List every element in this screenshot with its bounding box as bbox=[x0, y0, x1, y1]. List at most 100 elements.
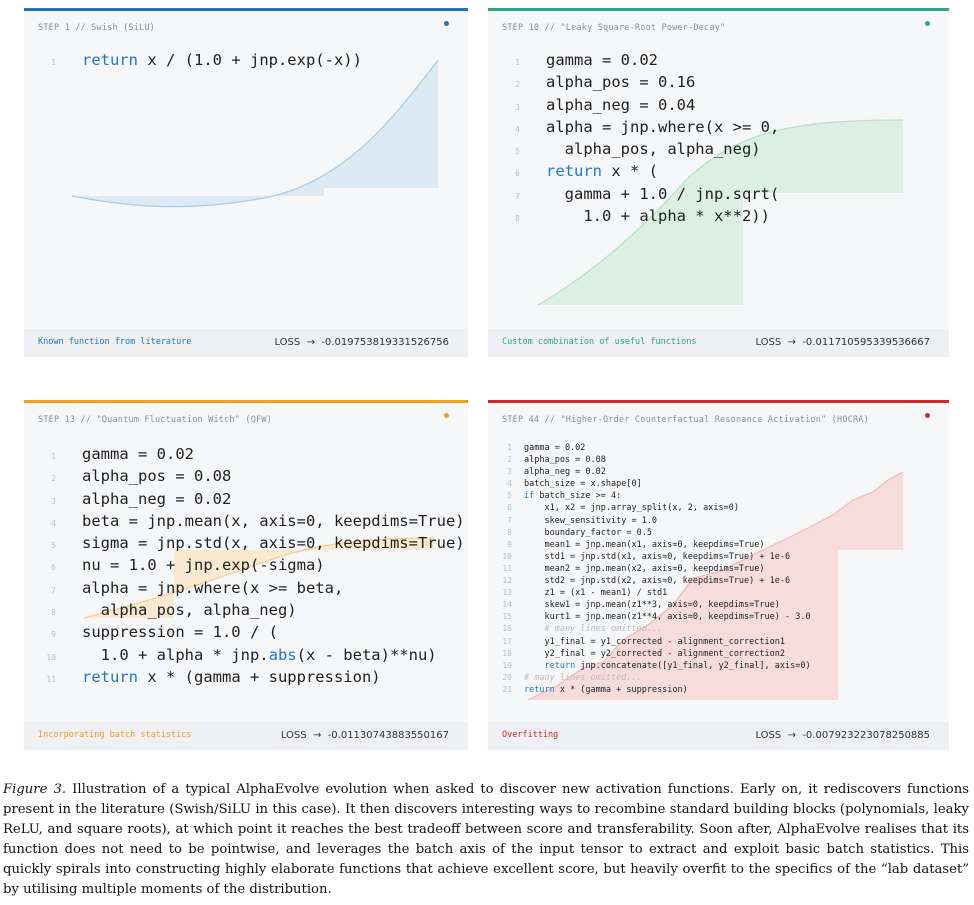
code-line: 17 y1_final = y1_corrected - alignment_c… bbox=[502, 636, 811, 648]
code-token: alpha_neg = 0.04 bbox=[546, 95, 696, 114]
status-dot bbox=[925, 21, 930, 26]
code-line: 10 std1 = jnp.std(x1, axis=0, keepdims=T… bbox=[502, 551, 811, 563]
code-keyword: if bbox=[524, 491, 535, 502]
code-text: z1 = (x1 - mean1) / std1 bbox=[524, 587, 667, 599]
code-text: alpha = jnp.where(x >= 0, bbox=[546, 116, 779, 138]
line-number: 12 bbox=[502, 576, 512, 586]
code-token: y1_final = y1_corrected - alignment_corr… bbox=[524, 636, 785, 647]
code-line: 4 batch_size = x.shape[0] bbox=[502, 478, 811, 490]
step-label: STEP 13 // "Quantum Fluctuation Witch" (… bbox=[38, 415, 272, 425]
panel-step-13: STEP 13 // "Quantum Fluctuation Witch" (… bbox=[24, 400, 468, 750]
line-number: 17 bbox=[502, 636, 512, 646]
line-number: 7 bbox=[507, 515, 512, 525]
panel-footer bbox=[488, 722, 949, 750]
panel-footer bbox=[488, 329, 949, 357]
code-keyword: return bbox=[544, 660, 576, 671]
code-line: 12 std2 = jnp.std(x2, axis=0, keepdims=T… bbox=[502, 575, 811, 587]
line-number: 3 bbox=[515, 102, 520, 112]
line-number: 9 bbox=[51, 630, 56, 640]
code-token: x1, x2 = jnp.array_split(x, 2, axis=0) bbox=[524, 503, 739, 514]
line-number: 2 bbox=[51, 474, 56, 484]
line-number: 2 bbox=[507, 455, 512, 465]
code-token: boundary_factor = 0.5 bbox=[524, 527, 652, 538]
plot-fill bbox=[72, 60, 438, 207]
code-line: 2 alpha_pos = 0.08 bbox=[502, 454, 811, 466]
plot-line bbox=[83, 537, 435, 619]
code-token: nu = 1.0 + jnp.exp(-sigma) bbox=[82, 556, 325, 575]
code-text: kurt1 = jnp.mean(z1**4, axis=0, keepdims… bbox=[524, 611, 810, 623]
code-text: skew1 = jnp.mean(z1**3, axis=0, keepdims… bbox=[524, 599, 779, 611]
line-number: 8 bbox=[507, 527, 512, 537]
line-number: 1 bbox=[507, 443, 512, 452]
code-keyword: return bbox=[82, 667, 138, 686]
code-text: return x * (gamma + suppression) bbox=[82, 666, 381, 688]
line-number: 13 bbox=[502, 588, 512, 598]
line-number: 1 bbox=[51, 58, 56, 67]
panel-footer bbox=[24, 722, 468, 750]
activation-plot bbox=[83, 537, 435, 619]
status-dot bbox=[444, 21, 449, 26]
panel-tag: Known function from literature bbox=[38, 337, 192, 347]
code-token: 1.0 + alpha * jnp. bbox=[82, 645, 269, 664]
code-line: 2 alpha_pos = 0.16 bbox=[504, 71, 779, 93]
code-token: alpha = jnp.where(x >= 0, bbox=[546, 117, 780, 136]
code-line: 3 alpha_neg = 0.04 bbox=[504, 94, 779, 116]
panel-tag: Custom combination of useful functions bbox=[502, 337, 697, 347]
code-token: mean2 = jnp.mean(x2, axis=0, keepdims=Tr… bbox=[524, 563, 765, 574]
code-block: 1 gamma = 0.02 2 alpha_pos = 0.08 3 alpha_neg… bbox=[502, 442, 811, 696]
code-token: std2 = jnp.std(x2, axis=0, keepdims=True… bbox=[524, 576, 791, 587]
step-label: STEP 44 // "Higher-Order Counterfactual … bbox=[502, 415, 869, 425]
panel-step-1: STEP 1 // Swish (SiLU) 1 return x / (1.0 … bbox=[24, 8, 468, 357]
code-line: 1 gamma = 0.02 bbox=[504, 49, 779, 71]
code-token: beta = jnp.mean(x, axis=0, keepdims=True… bbox=[82, 511, 465, 530]
code-token: batch_size = x.shape[0] bbox=[524, 479, 642, 490]
code-token bbox=[524, 661, 544, 671]
code-text: 1.0 + alpha * x**2)) bbox=[546, 205, 770, 227]
line-number: 8 bbox=[51, 608, 56, 618]
code-line: 4 beta = jnp.mean(x, axis=0, keepdims=Tru… bbox=[40, 510, 465, 532]
panel-accent-bar bbox=[24, 8, 468, 11]
code-token: mean1 = jnp.mean(x1, axis=0, keepdims=Tr… bbox=[524, 539, 765, 550]
plot-line bbox=[71, 59, 439, 208]
code-token: alpha_pos = 0.16 bbox=[546, 73, 696, 92]
line-number: 4 bbox=[507, 479, 512, 489]
line-number: 15 bbox=[502, 612, 512, 622]
code-text: # many lines omitted... bbox=[524, 623, 662, 635]
code-comment: # many lines omitted... bbox=[524, 672, 642, 683]
code-text: y2_final = y2_corrected - alignment_corr… bbox=[524, 648, 785, 660]
code-text: alpha_neg = 0.04 bbox=[546, 94, 695, 116]
code-text: # many lines omitted... bbox=[524, 672, 642, 684]
code-text: gamma + 1.0 / jnp.sqrt( bbox=[546, 183, 780, 205]
code-keyword: abs bbox=[268, 645, 297, 664]
code-text: gamma = 0.02 bbox=[546, 49, 658, 71]
panel-accent-bar bbox=[24, 400, 468, 403]
code-token: alpha_pos, alpha_neg) bbox=[546, 140, 761, 159]
line-number: 2 bbox=[515, 80, 520, 90]
code-token: (x - beta)**nu) bbox=[296, 645, 437, 664]
panel-accent-bar bbox=[488, 400, 949, 403]
code-block: 1 gamma = 0.02 2 alpha_pos = 0.16 3 alpha_neg… bbox=[504, 49, 779, 227]
code-text: sigma = jnp.std(x, axis=0, keepdims=True… bbox=[82, 532, 465, 554]
status-dot bbox=[925, 413, 930, 418]
figure-label: Figure 3. bbox=[3, 782, 67, 797]
code-line: 7 gamma + 1.0 / jnp.sqrt( bbox=[504, 183, 779, 205]
code-line: 10 1.0 + alpha * jnp.abs(x - beta)**nu) bbox=[40, 644, 465, 666]
code-token: gamma = 0.02 bbox=[546, 51, 658, 69]
line-number: 3 bbox=[51, 496, 56, 506]
line-number: 19 bbox=[502, 660, 512, 670]
code-text: alpha_pos = 0.08 bbox=[524, 454, 606, 466]
code-text: return jnp.concatenate([y1_final, y2_fin… bbox=[524, 660, 810, 672]
status-dot bbox=[444, 413, 449, 418]
panel-footer bbox=[24, 329, 468, 357]
line-number: 21 bbox=[502, 684, 512, 694]
code-text: x1, x2 = jnp.array_split(x, 2, axis=0) bbox=[524, 502, 739, 514]
plot-line bbox=[527, 471, 904, 701]
code-text: nu = 1.0 + jnp.exp(-sigma) bbox=[82, 554, 325, 576]
line-number: 14 bbox=[502, 600, 512, 610]
line-number: 7 bbox=[51, 585, 56, 595]
code-token: std1 = jnp.std(x1, axis=0, keepdims=True… bbox=[524, 551, 791, 562]
code-line: 16 # many lines omitted... bbox=[502, 623, 811, 635]
code-line: 3 alpha_neg = 0.02 bbox=[502, 466, 811, 478]
code-line: 11 return x * (gamma + suppression) bbox=[40, 666, 465, 688]
code-line: 5 alpha_pos, alpha_neg) bbox=[504, 138, 779, 160]
